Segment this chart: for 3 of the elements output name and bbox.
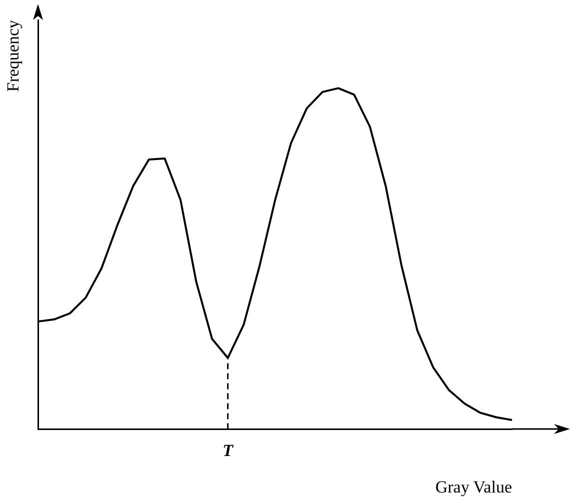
y-axis-title: Frequency bbox=[4, 20, 23, 92]
x-axis-title: Gray Value bbox=[435, 477, 512, 496]
text: T bbox=[222, 441, 234, 460]
